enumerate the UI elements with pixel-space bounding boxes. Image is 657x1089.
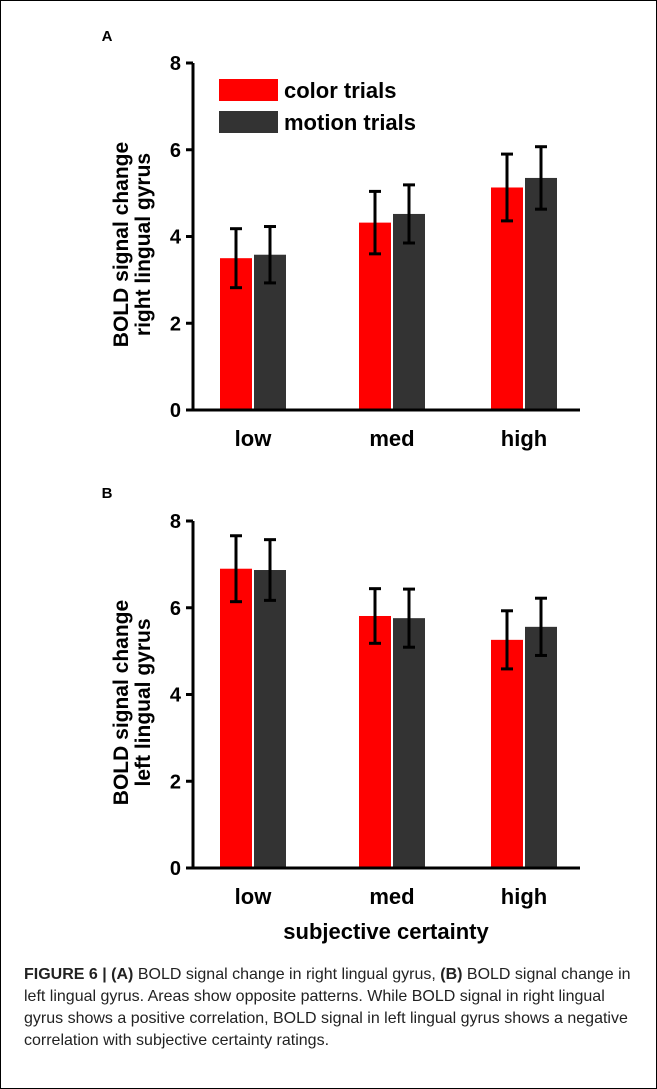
panel-a-ytick-6: 6 — [170, 140, 181, 162]
panel-a-ytick-2: 2 — [170, 313, 181, 335]
figure-caption: FIGURE 6 | (A) BOLD signal change in rig… — [24, 964, 636, 1052]
panel-b-xtick-high: high — [501, 884, 547, 909]
panel-b-xtick-low: low — [235, 884, 273, 909]
panel-a-ylabel-line2: right lingual gyrus — [132, 153, 155, 336]
caption-a-text: BOLD signal change in right lingual gyru… — [133, 966, 441, 983]
panel-a-ytick-4: 4 — [170, 227, 182, 249]
panel-b-bar-low-color — [220, 568, 252, 868]
panel-b-ytick-4: 4 — [170, 685, 182, 707]
panel-a-ylabel-line1: BOLD signal change — [110, 142, 133, 347]
caption-figure-label: FIGURE 6 | — [24, 966, 107, 983]
panel-b-xtick-med: med — [369, 884, 414, 909]
panel-b-bar-high-motion — [525, 626, 557, 868]
panel-a-ytick-8: 8 — [170, 53, 181, 75]
panel-b-ylabel-line2: left lingual gyrus — [132, 618, 155, 786]
panel-b-ytick-8: 8 — [170, 511, 181, 533]
panel-a-xtick-med: med — [369, 426, 414, 451]
legend-swatch-motion — [219, 111, 278, 133]
panel-b-ylabel-line1: BOLD signal change — [110, 600, 133, 805]
panel-b-bar-med-motion — [393, 618, 425, 868]
caption-b-label: (B) — [440, 966, 463, 983]
legend-label-motion: motion trials — [284, 110, 416, 135]
panel-a-xtick-high: high — [501, 426, 547, 451]
panel-a-letter: A — [102, 28, 113, 45]
panel-b-ytick-0: 0 — [170, 858, 181, 880]
panel-b-bar-med-color — [359, 615, 391, 868]
legend-swatch-color — [219, 79, 278, 101]
panel-a-ytick-0: 0 — [170, 400, 181, 422]
panel-a-bar-med-motion — [393, 213, 425, 410]
panel-a-bar-high-color — [491, 187, 523, 410]
panel-a-xtick-low: low — [235, 426, 273, 451]
panel-b-ytick-6: 6 — [170, 598, 181, 620]
legend-label-color: color trials — [284, 78, 396, 103]
panel-b-ytick-2: 2 — [170, 771, 181, 793]
panel-b-bar-high-color — [491, 639, 523, 868]
panel-b-letter: B — [102, 485, 113, 502]
panel-a-bar-high-motion — [525, 177, 557, 410]
caption-b-text: BOLD signal change in left lingual gyrus… — [24, 966, 631, 1049]
caption-a-label: (A) — [111, 966, 134, 983]
panel-b-bar-low-motion — [254, 570, 286, 868]
panel-b-xlabel: subjective certainty — [283, 919, 489, 944]
